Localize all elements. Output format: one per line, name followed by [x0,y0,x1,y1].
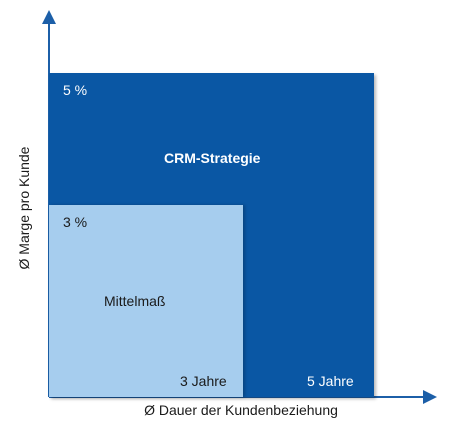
outer-margin-label: 5 % [63,82,88,98]
inner-margin-label: 3 % [63,214,88,230]
inner-title-label: Mittelmaß [104,293,166,309]
inner-duration-label: 3 Jahre [180,373,227,389]
x-axis-arrow [423,390,437,404]
outer-duration-label: 5 Jahre [307,373,354,389]
y-axis-arrow [42,10,56,24]
outer-title-label: CRM-Strategie [164,150,261,166]
y-axis-label: Ø Marge pro Kunde [16,146,32,270]
mediocre-box [49,205,243,397]
x-axis-label: Ø Dauer der Kundenbeziehung [144,402,338,418]
